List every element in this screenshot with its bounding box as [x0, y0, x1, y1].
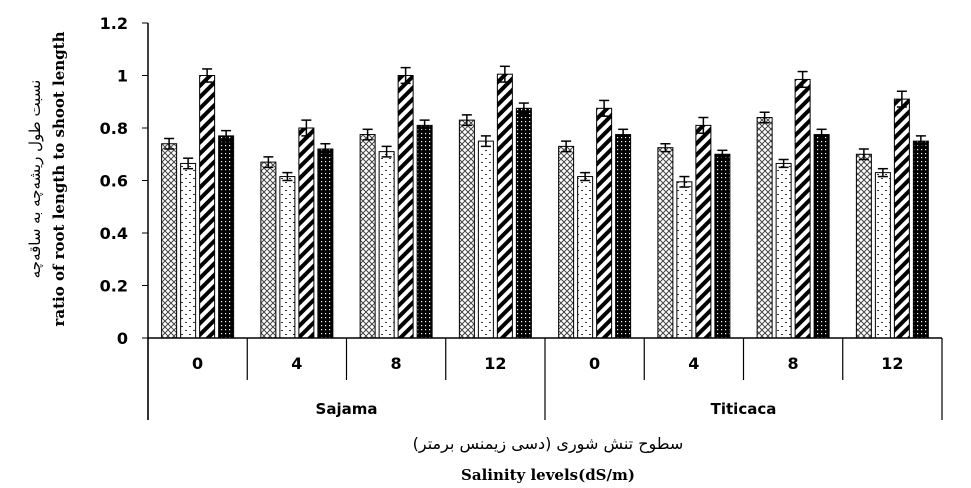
error-bar [202, 68, 213, 83]
error-bar [320, 143, 331, 155]
bar [378, 151, 395, 339]
bar [218, 135, 235, 339]
error-bar [816, 128, 827, 141]
error-bar [499, 65, 510, 83]
bar [359, 134, 376, 339]
error-bar [221, 129, 232, 142]
y-axis-label-en: ratio of root length to shoot length [50, 31, 68, 326]
bar [577, 176, 594, 339]
error-bar [580, 171, 591, 182]
x-tick-label: 0 [589, 354, 600, 373]
x-tick-label: 4 [291, 354, 302, 373]
bar [279, 176, 296, 339]
error-bar [362, 128, 373, 141]
bar [874, 172, 891, 339]
error-bar [618, 128, 629, 141]
bar [596, 107, 613, 339]
group-label: Sajama [316, 400, 378, 418]
bar [714, 153, 731, 339]
x-tick-label: 12 [484, 354, 506, 373]
error-bar [263, 156, 274, 169]
y-tick-label: 0.4 [100, 224, 128, 243]
bar [397, 75, 414, 339]
x-axis-label-fa: سطوح تنش شوری (دسی زیمنس برمتر) [413, 434, 684, 454]
y-tick-label: 1 [117, 67, 128, 86]
error-bar [164, 137, 175, 150]
y-tick-label: 0.2 [100, 277, 128, 296]
error-bar [698, 116, 709, 134]
error-bar [759, 111, 770, 124]
y-axis-ticks: 0 0.2 0.4 0.6 0.8 1 1.2 [100, 14, 148, 348]
bar [416, 124, 433, 339]
x-axis-ticks: 0 4 8 12 0 4 8 12 [147, 338, 943, 420]
bar [260, 161, 277, 339]
bar [893, 98, 910, 339]
bar [298, 127, 315, 339]
x-tick-label: 0 [192, 354, 203, 373]
error-bar [915, 135, 926, 148]
bar [855, 153, 872, 339]
y-tick-label: 0 [117, 329, 128, 348]
error-bar [381, 145, 392, 158]
error-bar [896, 90, 907, 108]
error-bar [561, 140, 572, 153]
bar [161, 143, 178, 339]
y-axis-label-fa: نسبت طول ریشه‌چه به ساقه‌چه [26, 80, 44, 279]
bar [558, 145, 575, 339]
bar [657, 147, 674, 339]
error-bar [400, 66, 411, 85]
x-tick-label: 8 [788, 354, 799, 373]
error-bar [660, 143, 671, 153]
group-labels: Sajama Titicaca [316, 400, 777, 418]
x-tick-label: 12 [881, 354, 903, 373]
error-bar [717, 149, 728, 159]
error-bar [679, 175, 690, 188]
bar [496, 73, 513, 339]
error-bar [877, 167, 888, 178]
bar [676, 181, 693, 339]
error-bar [183, 157, 194, 170]
y-axis-title: نسبت طول ریشه‌چه به ساقه‌چه ratio of roo… [26, 31, 68, 326]
error-bar [518, 102, 529, 115]
x-tick-label: 4 [688, 354, 699, 373]
error-bar [858, 148, 869, 161]
bar [458, 119, 475, 339]
y-tick-label: 0.8 [100, 119, 128, 138]
bar [775, 162, 792, 339]
bar [615, 134, 632, 339]
bar [794, 78, 811, 339]
bar [317, 148, 334, 339]
error-bar [419, 119, 430, 132]
x-tick-label: 8 [391, 354, 402, 373]
error-bar [461, 114, 472, 127]
bar [912, 140, 929, 339]
error-bar [282, 171, 293, 182]
bar [199, 75, 216, 339]
x-axis-label-en: Salinity levels(dS/m) [461, 466, 635, 484]
bar [695, 124, 712, 339]
bar [477, 140, 494, 339]
error-bar [599, 99, 610, 117]
error-bar [480, 135, 491, 148]
bars [161, 65, 929, 339]
bar [813, 134, 830, 339]
bar [180, 162, 197, 339]
error-bar [301, 119, 312, 137]
y-tick-label: 1.2 [100, 14, 128, 33]
error-bar [778, 158, 789, 169]
y-tick-label: 0.6 [100, 172, 128, 191]
group-label: Titicaca [711, 400, 777, 418]
error-bar [797, 70, 808, 89]
bar [756, 117, 773, 339]
bar [515, 107, 532, 339]
